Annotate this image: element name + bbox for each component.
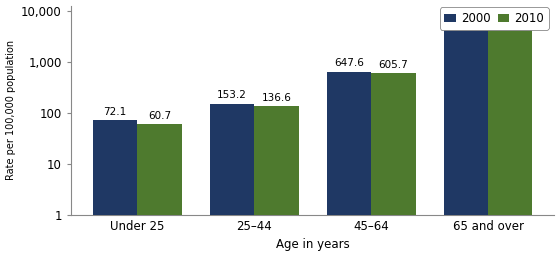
- Text: 153.2: 153.2: [217, 90, 247, 100]
- Text: 60.7: 60.7: [148, 111, 171, 121]
- Legend: 2000, 2010: 2000, 2010: [440, 7, 549, 30]
- Bar: [210, 104, 254, 257]
- Bar: [371, 73, 416, 257]
- Text: 647.6: 647.6: [334, 58, 364, 68]
- Bar: [137, 124, 182, 257]
- Bar: [444, 26, 488, 257]
- Y-axis label: Rate per 100,000 population: Rate per 100,000 population: [6, 40, 16, 180]
- Bar: [254, 106, 298, 257]
- Bar: [488, 29, 533, 257]
- Text: 72.1: 72.1: [104, 107, 127, 117]
- Text: 136.6: 136.6: [262, 93, 291, 103]
- X-axis label: Age in years: Age in years: [276, 238, 349, 251]
- Bar: [93, 121, 137, 257]
- Bar: [326, 72, 371, 257]
- Text: 5,143.60: 5,143.60: [442, 12, 489, 22]
- Text: 605.7: 605.7: [379, 60, 408, 70]
- Text: 4,461.10: 4,461.10: [487, 15, 534, 25]
